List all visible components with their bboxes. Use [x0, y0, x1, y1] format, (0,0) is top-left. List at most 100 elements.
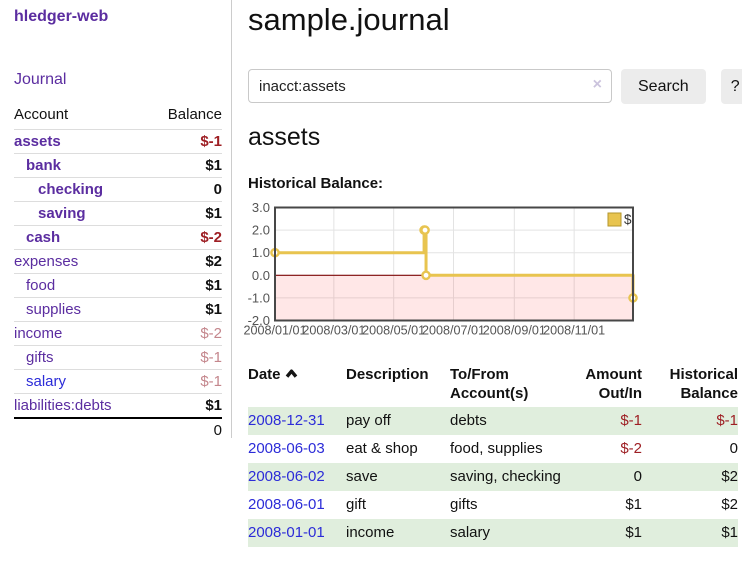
chart-title: Historical Balance:	[248, 175, 384, 192]
svg-text:-1.0: -1.0	[248, 290, 270, 305]
account-balance: $1	[205, 277, 222, 294]
transaction-amount: $-2	[620, 440, 642, 457]
transaction-balance: 0	[729, 440, 738, 457]
sidebar-account-row: supplies $1	[14, 297, 222, 321]
search-input[interactable]	[248, 69, 612, 103]
sidebar-account-row: liabilities:debts $1	[14, 393, 222, 417]
transaction-balance: $1	[642, 519, 738, 547]
sidebar-account-table: Account Balance assets $-1 bank $1 checking 0…	[14, 101, 222, 442]
transaction-date-link[interactable]: 2008-06-02	[248, 468, 325, 485]
sidebar-account-row: food $1	[14, 273, 222, 297]
transaction-date-link[interactable]: 2008-06-01	[248, 496, 325, 513]
page-title: sample.journal	[248, 2, 450, 37]
account-balance: $2	[205, 253, 222, 270]
register-row: 2008-01-01 income salary $1 $1	[248, 519, 738, 547]
transaction-date-link[interactable]: 2008-01-01	[248, 524, 325, 541]
sidebar-account-row: cash $-2	[14, 225, 222, 249]
svg-text:2008/01/01: 2008/01/01	[243, 324, 306, 338]
account-balance: $-1	[200, 373, 222, 390]
svg-text:2008/11/01: 2008/11/01	[543, 324, 605, 338]
register-table: Date Description To/From Account(s) Amou…	[248, 362, 738, 547]
balance-column-header: Balance	[167, 106, 222, 123]
transaction-amount: 0	[565, 463, 642, 491]
search-button[interactable]: Search	[621, 69, 706, 104]
sidebar: hledger-web Journal Account Balance asse…	[0, 0, 232, 439]
description-header: Description	[346, 366, 429, 383]
sidebar-account-link-checking[interactable]: checking	[38, 181, 104, 198]
transaction-balance: $2	[642, 463, 738, 491]
svg-text:2008/05/01: 2008/05/01	[362, 324, 425, 338]
sidebar-account-link-liabilities-debts[interactable]: liabilities:debts	[14, 397, 112, 414]
sidebar-account-link-expenses[interactable]: expenses	[14, 253, 79, 270]
transaction-date-link[interactable]: 2008-12-31	[248, 412, 325, 429]
account-balance: 0	[213, 181, 222, 198]
svg-text:0.0: 0.0	[252, 268, 270, 283]
transaction-description: eat & shop	[346, 440, 418, 457]
register-row: 2008-06-01 gift gifts $1 $2	[248, 491, 738, 519]
transaction-amount: $-1	[565, 407, 642, 435]
date-sort-header[interactable]: Date	[248, 362, 346, 407]
account-balance: $1	[205, 397, 222, 414]
transaction-description: pay off	[346, 407, 450, 435]
register-row: 2008-12-31 pay off debts $-1 $-1	[248, 407, 738, 435]
sidebar-total-row: 0	[14, 417, 222, 442]
transaction-amount: $1	[625, 496, 642, 513]
sidebar-account-link-salary[interactable]: salary	[26, 373, 67, 390]
clear-search-icon[interactable]: ×	[592, 76, 602, 93]
historical-balance-chart: 2008/01/012008/03/012008/05/012008/07/01…	[243, 200, 638, 338]
svg-text:3.0: 3.0	[252, 200, 270, 215]
accounts-header: To/From Account(s)	[450, 366, 529, 402]
sidebar-account-link-food[interactable]: food	[26, 277, 56, 294]
sidebar-account-row: income $-2	[14, 321, 222, 345]
search-bar: × Search ?	[248, 69, 742, 104]
register-header-row: Date Description To/From Account(s) Amou…	[248, 362, 738, 407]
svg-text:2.0: 2.0	[252, 223, 270, 238]
transaction-balance: $-1	[642, 407, 738, 435]
register-row: 2008-06-03 eat & shop food, supplies $-2 0	[248, 435, 738, 463]
transaction-description: gift	[346, 496, 367, 513]
account-balance: $1	[205, 301, 222, 318]
transaction-accounts: gifts	[450, 496, 478, 513]
help-button[interactable]: ?	[720, 69, 742, 104]
transaction-accounts: salary	[450, 519, 565, 547]
app-brand-link[interactable]: hledger-web	[14, 8, 109, 25]
sidebar-account-table-header: Account Balance	[14, 101, 222, 129]
transaction-amount: $1	[565, 519, 642, 547]
svg-text:1.0: 1.0	[252, 245, 270, 260]
account-balance: $-1	[200, 349, 222, 366]
sidebar-account-link-income[interactable]: income	[14, 325, 63, 342]
sidebar-account-link-gifts[interactable]: gifts	[26, 349, 54, 366]
account-heading: assets	[248, 123, 321, 151]
sidebar-account-link-supplies[interactable]: supplies	[26, 301, 82, 318]
account-balance: $-2	[200, 325, 222, 342]
account-balance: $1	[205, 157, 222, 174]
balance-header: Historical Balance	[669, 366, 738, 402]
register-row: 2008-06-02 save saving, checking 0 $2	[248, 463, 738, 491]
sidebar-account-row: bank $1	[14, 153, 222, 177]
chart-legend-label: $	[624, 212, 632, 227]
sidebar-account-link-cash[interactable]: cash	[26, 229, 61, 246]
chevron-up-icon	[285, 365, 298, 384]
transaction-balance: $2	[721, 496, 738, 513]
svg-text:-2.0: -2.0	[248, 313, 270, 328]
transaction-date-link[interactable]: 2008-06-03	[248, 440, 325, 457]
transaction-description: income	[346, 519, 450, 547]
sidebar-account-link-saving[interactable]: saving	[38, 205, 86, 222]
sidebar-account-row: salary $-1	[14, 369, 222, 393]
account-balance: $1	[205, 205, 222, 222]
sidebar-account-link-bank[interactable]: bank	[26, 157, 62, 174]
svg-text:2008/03/01: 2008/03/01	[302, 324, 365, 338]
svg-text:2008/07/01: 2008/07/01	[422, 324, 485, 338]
account-balance: $-1	[200, 133, 222, 150]
svg-text:2008/09/01: 2008/09/01	[483, 324, 546, 338]
sidebar-item-journal[interactable]: Journal	[14, 71, 67, 88]
sidebar-account-row: saving $1	[14, 201, 222, 225]
amount-header: Amount Out/In	[585, 366, 642, 402]
sidebar-account-row: expenses $2	[14, 249, 222, 273]
account-column-header: Account	[14, 106, 69, 123]
sidebar-total-balance: 0	[213, 422, 222, 439]
transaction-accounts: debts	[450, 407, 565, 435]
sidebar-account-link-assets[interactable]: assets	[14, 133, 61, 150]
transaction-accounts: food, supplies	[450, 440, 543, 457]
account-balance: $-2	[200, 229, 222, 246]
